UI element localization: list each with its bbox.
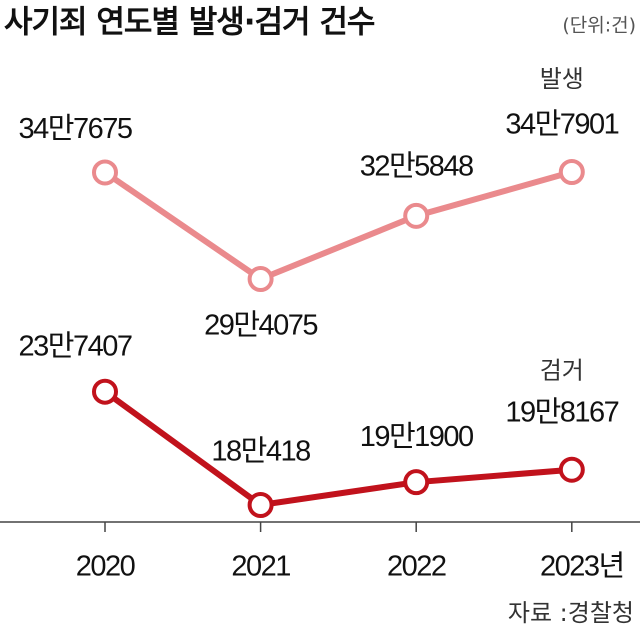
value-label: 29만4075 [204,310,317,342]
value-label: 19만8167 [505,396,618,428]
chart-title: 사기죄 연도별 발생·검거 건수 [4,5,375,41]
point [92,378,118,405]
point [92,159,118,186]
value-label: 34만7901 [505,109,618,141]
point [403,202,430,229]
legend-label: 발생 [540,65,584,93]
point [558,456,585,483]
point [247,492,274,518]
series-line [103,169,573,283]
point [558,159,585,185]
value-label: 18만418 [211,436,310,468]
point [247,266,274,293]
value-label: 34만7675 [19,113,132,145]
x-tick-label: 2020 [76,551,135,583]
source: 자료 :경찰청 [508,599,634,627]
x-tick-label: 2021 [231,551,290,583]
value-label: 32만5848 [360,151,473,183]
point [403,469,430,496]
x-tick-label: 2023년 [540,551,624,583]
value-label: 23만7407 [19,330,132,362]
series-line [103,389,573,509]
value-label: 19만1900 [360,421,473,453]
unit-note: (단위:건) [562,15,636,37]
legend-label: 검거 [540,357,584,385]
x-tick-label: 2022 [387,551,446,583]
